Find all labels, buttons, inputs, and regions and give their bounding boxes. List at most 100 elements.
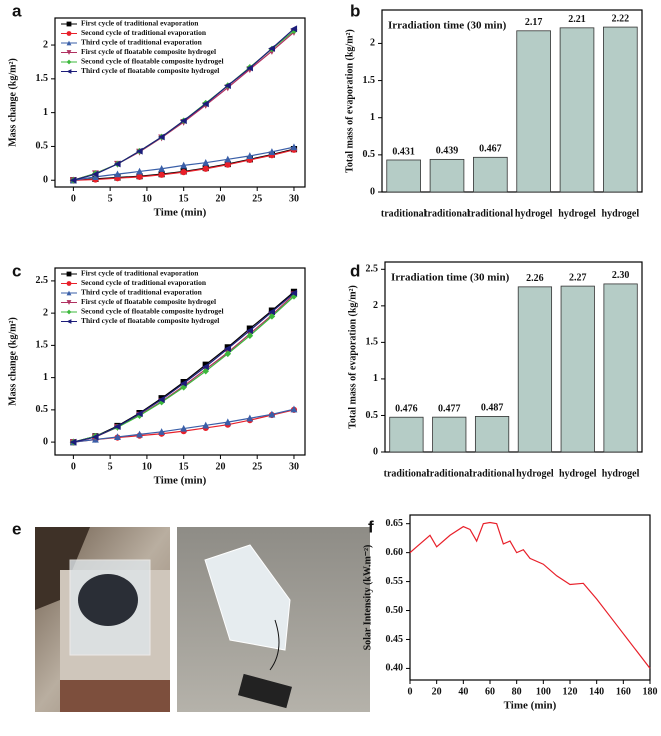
x-axis-label: Time (min): [154, 475, 207, 487]
panel-label: a: [12, 1, 22, 20]
annotation: Irradiation time (30 min): [388, 20, 507, 32]
point: [290, 25, 298, 33]
y-axis-label: Total mass of evaporation (kg/m²): [347, 285, 358, 429]
point: [179, 117, 187, 125]
point: [268, 148, 276, 155]
x-tick-label: hydrogel: [558, 208, 596, 219]
legend-label: Second cycle of floatable composite hydr…: [81, 57, 224, 66]
chart: b 0 0.5 1 1.5 2 Total mass of evaporation (kg/…: [344, 1, 643, 219]
point: [135, 147, 143, 155]
x-tick-label: 15: [179, 461, 189, 472]
legend-label: Third cycle of floatable composite hydro…: [81, 66, 219, 75]
x-tick-label: 5: [108, 461, 113, 472]
y-tick-label: 1.5: [36, 340, 49, 351]
x-tick-label: 180: [643, 686, 658, 697]
photo-right: [177, 527, 370, 712]
y-tick-label: 1: [370, 112, 375, 123]
chart: a 0 0.5 1 1.5 2 Mass change (kg/m²) 0 5 10 15 20 25 3…: [7, 1, 306, 219]
value-label: 2.21: [568, 14, 586, 25]
point: [158, 171, 165, 178]
value-label: 2.22: [612, 13, 630, 24]
y-tick-label: 0.40: [386, 663, 404, 674]
y-tick-label: 2.5: [366, 264, 379, 275]
x-tick-label: traditional: [469, 468, 515, 479]
value-label: 0.431: [392, 146, 415, 157]
x-tick-label: 10: [142, 461, 152, 472]
y-tick-label: 1.5: [363, 75, 376, 86]
y-tick-label: 0.55: [386, 576, 404, 587]
panel-label: f: [368, 517, 374, 536]
point: [114, 170, 121, 178]
bar: [516, 30, 551, 193]
y-tick-label: 0.5: [363, 149, 376, 160]
y-tick-label: 0.5: [36, 404, 49, 415]
value-label: 0.476: [395, 404, 418, 415]
chart: d 0 0.5 1 1.5 2 2.5 Total mass of evaporation (…: [347, 261, 643, 479]
y-tick-label: 0: [43, 175, 48, 186]
point: [158, 165, 166, 172]
point: [180, 424, 188, 432]
point: [268, 313, 276, 320]
legend-label: Second cycle of floatable composite hydr…: [81, 307, 224, 316]
point: [91, 170, 99, 178]
bar: [474, 416, 510, 453]
x-tick-label: 0: [408, 686, 413, 697]
bar: [389, 416, 424, 453]
legend-label: Second cycle of traditional evaporation: [81, 278, 207, 287]
point: [69, 438, 77, 446]
point: [202, 158, 210, 166]
y-tick-label: 0.60: [386, 547, 404, 558]
point: [224, 161, 231, 168]
value-label: 2.30: [612, 270, 630, 281]
bar: [473, 156, 508, 193]
point: [91, 433, 99, 441]
value-label: 0.467: [479, 144, 502, 155]
x-tick-label: hydrogel: [515, 208, 553, 219]
chart: c 0 0.5 1 1.5 2 2.5 Mass change (kg/m²) 0 5 10 15 20…: [7, 261, 306, 487]
point: [69, 176, 77, 184]
x-tick-label: traditional: [426, 468, 472, 479]
y-tick-label: 0: [43, 436, 48, 447]
x-tick-label: 20: [432, 686, 442, 697]
legend-marker: [66, 271, 72, 277]
x-tick-label: hydrogel: [559, 468, 597, 479]
legend-label: Second cycle of traditional evaporation: [81, 28, 207, 37]
x-tick-label: 80: [512, 686, 522, 697]
y-tick-label: 2: [373, 300, 378, 311]
plot-frame: [54, 267, 306, 456]
panel-label: c: [12, 261, 21, 280]
x-tick-label: 140: [589, 686, 604, 697]
x-tick-label: 10: [142, 193, 152, 204]
point: [136, 430, 143, 438]
plot-frame: [381, 9, 643, 193]
legend-marker: [66, 281, 72, 286]
legend-marker: [66, 50, 72, 55]
point: [114, 433, 121, 441]
legend-label: First cycle of floatable composite hydro…: [81, 47, 216, 56]
y-tick-label: 0.65: [386, 518, 404, 529]
point: [113, 160, 121, 168]
point: [202, 367, 210, 375]
legend-marker: [66, 31, 72, 36]
x-tick-label: traditional: [384, 468, 430, 479]
y-tick-label: 1.5: [36, 73, 49, 84]
point: [157, 396, 165, 403]
legend-marker: [66, 319, 72, 324]
series-line: [409, 521, 651, 669]
x-tick-label: hydrogel: [602, 208, 640, 219]
y-tick-label: 0.45: [386, 634, 404, 645]
x-tick-label: 5: [108, 193, 113, 204]
legend-marker: [66, 59, 72, 65]
y-tick-label: 0: [370, 186, 375, 197]
point: [246, 327, 253, 334]
point: [113, 423, 121, 431]
point: [136, 173, 143, 180]
y-tick-label: 0.5: [36, 141, 49, 152]
x-tick-label: 30: [289, 193, 299, 204]
point: [180, 169, 187, 176]
x-tick-label: 100: [536, 686, 551, 697]
point: [179, 380, 187, 387]
y-tick-label: 0: [373, 446, 378, 457]
point: [290, 405, 298, 413]
y-tick-label: 0.5: [366, 410, 379, 421]
